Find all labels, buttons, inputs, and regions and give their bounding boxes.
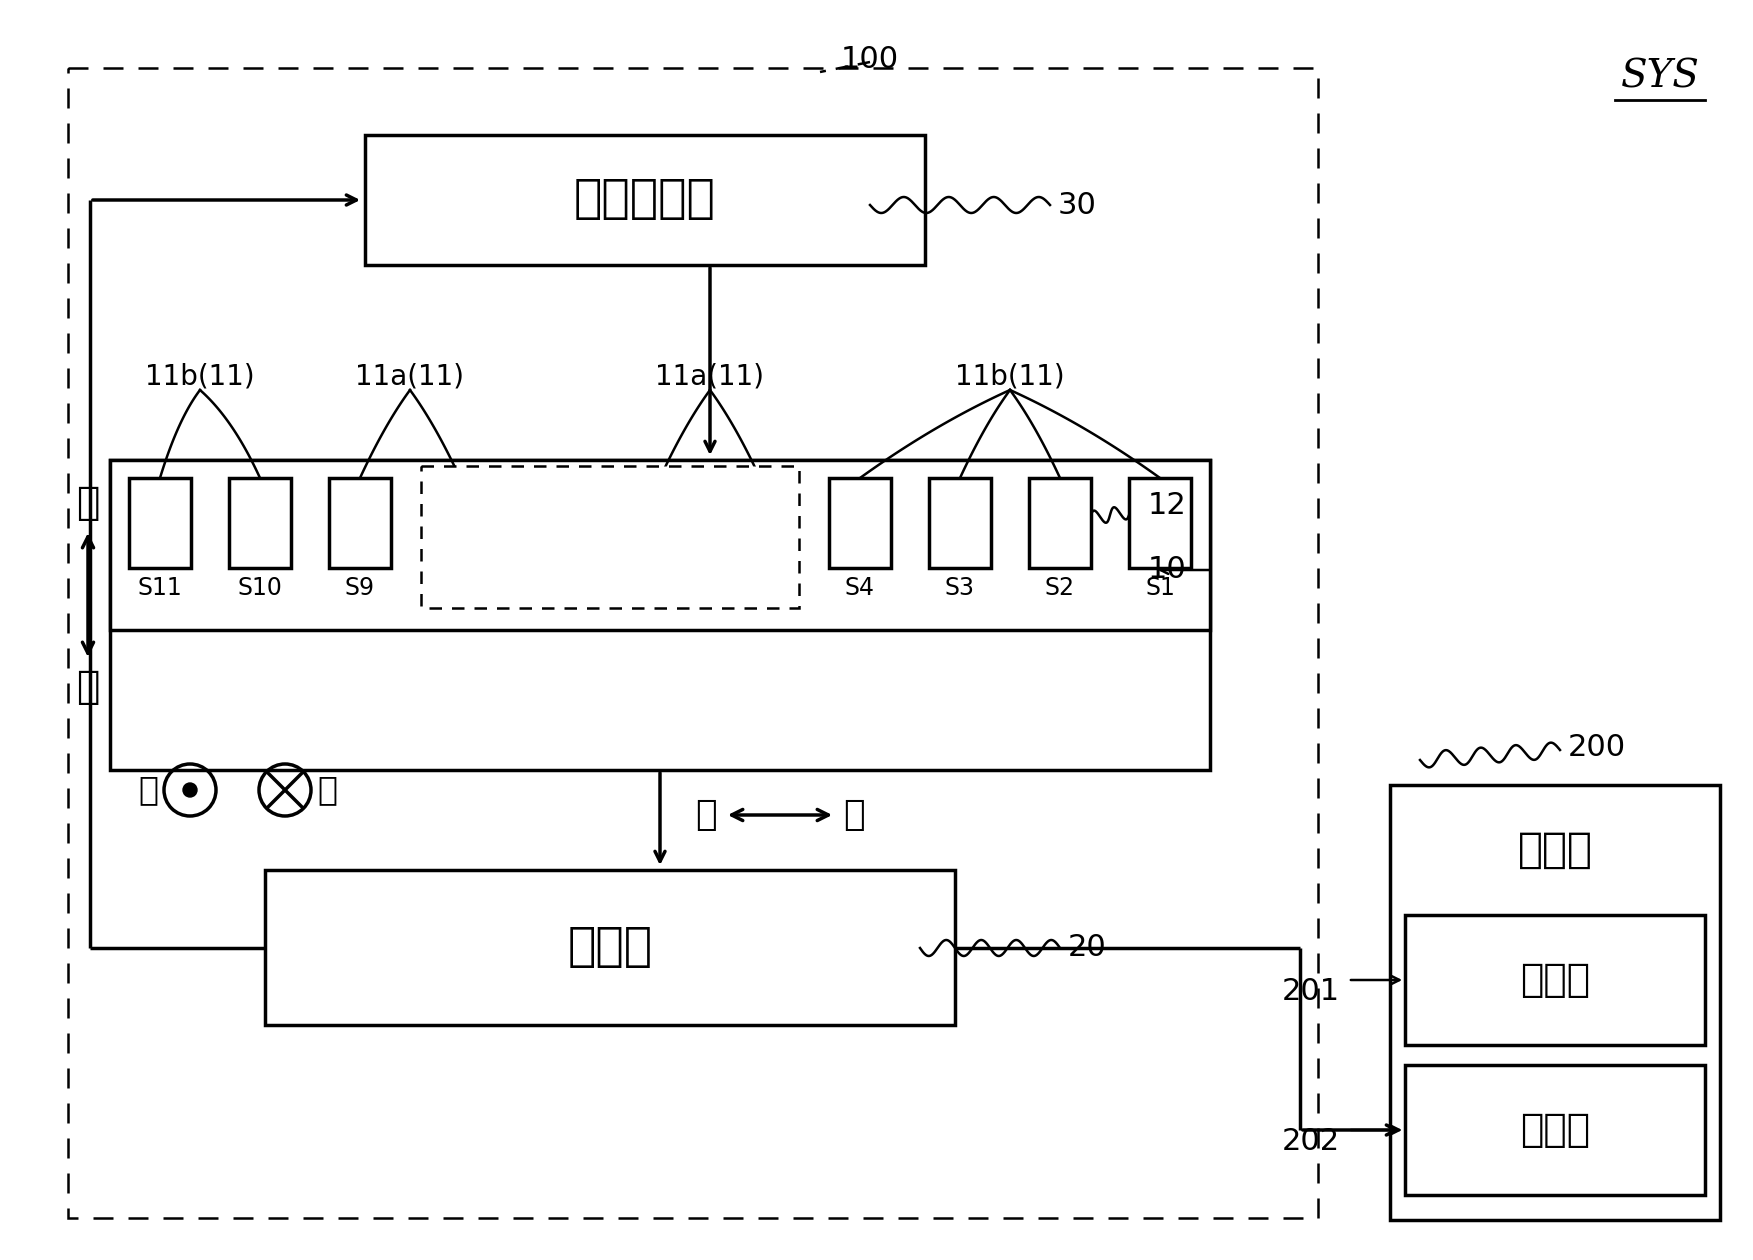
Text: S2: S2 bbox=[1045, 576, 1075, 600]
Bar bbox=[829, 478, 891, 568]
Text: S3: S3 bbox=[945, 576, 975, 600]
Text: S1: S1 bbox=[1145, 576, 1175, 600]
Bar bbox=[421, 466, 799, 607]
Text: 检测部: 检测部 bbox=[568, 925, 652, 970]
Bar bbox=[330, 478, 391, 568]
Text: 输出部: 输出部 bbox=[1520, 1111, 1590, 1149]
Bar bbox=[1129, 478, 1190, 568]
Text: S5: S5 bbox=[745, 576, 775, 600]
Bar bbox=[1404, 915, 1706, 1045]
Text: S6: S6 bbox=[645, 576, 675, 600]
Text: 10: 10 bbox=[1148, 556, 1187, 585]
Text: 11a(11): 11a(11) bbox=[656, 362, 764, 391]
Text: 下: 下 bbox=[77, 668, 100, 706]
Text: 20: 20 bbox=[1068, 934, 1106, 963]
Text: 处理部: 处理部 bbox=[1520, 961, 1590, 999]
Bar bbox=[68, 68, 1318, 1218]
Text: 11b(11): 11b(11) bbox=[145, 362, 254, 391]
Bar bbox=[110, 460, 1210, 770]
Text: 左: 左 bbox=[843, 798, 864, 832]
Text: 202: 202 bbox=[1281, 1128, 1339, 1157]
Text: S10: S10 bbox=[238, 576, 282, 600]
Bar bbox=[529, 478, 591, 568]
Bar bbox=[110, 460, 1210, 630]
Text: 前: 前 bbox=[138, 774, 158, 806]
Bar bbox=[929, 478, 990, 568]
Text: 200: 200 bbox=[1567, 733, 1627, 762]
Text: 后: 后 bbox=[317, 774, 337, 806]
Bar bbox=[230, 478, 291, 568]
Bar bbox=[1029, 478, 1090, 568]
Text: 30: 30 bbox=[1059, 190, 1097, 219]
Text: 100: 100 bbox=[841, 45, 899, 74]
Text: 11b(11): 11b(11) bbox=[955, 362, 1064, 391]
Bar bbox=[130, 478, 191, 568]
Text: S11: S11 bbox=[138, 576, 182, 600]
Text: 上: 上 bbox=[77, 484, 100, 522]
Text: SYS: SYS bbox=[1620, 58, 1699, 94]
Bar bbox=[629, 478, 691, 568]
Bar bbox=[1390, 785, 1720, 1220]
Circle shape bbox=[182, 782, 196, 798]
Text: 右: 右 bbox=[696, 798, 717, 832]
Bar bbox=[729, 478, 791, 568]
Bar bbox=[429, 478, 491, 568]
Text: S4: S4 bbox=[845, 576, 875, 600]
Bar bbox=[265, 869, 955, 1024]
Bar bbox=[365, 135, 926, 265]
Text: 通知部: 通知部 bbox=[1518, 829, 1592, 871]
Text: 11a(11): 11a(11) bbox=[356, 362, 465, 391]
Text: 光源控制部: 光源控制部 bbox=[573, 178, 715, 223]
Text: 201: 201 bbox=[1281, 978, 1339, 1007]
Text: S8: S8 bbox=[445, 576, 475, 600]
Text: S7: S7 bbox=[545, 576, 575, 600]
Bar bbox=[1404, 1065, 1706, 1194]
Text: 12: 12 bbox=[1148, 490, 1187, 519]
Text: S9: S9 bbox=[345, 576, 375, 600]
